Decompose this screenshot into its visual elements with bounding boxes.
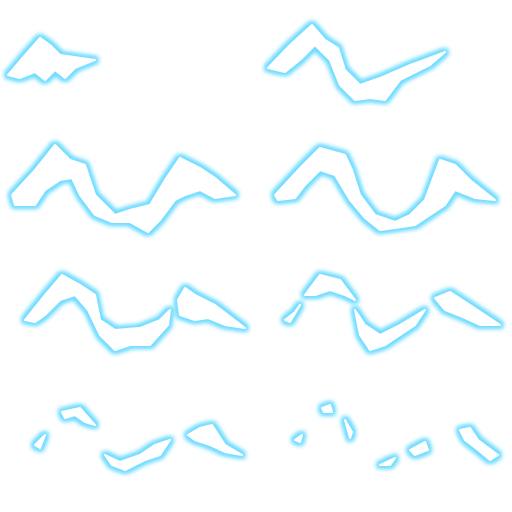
bolt (267, 24, 446, 101)
bolt (409, 441, 429, 456)
bolt (34, 434, 46, 449)
bolt (274, 147, 496, 231)
bolt (304, 274, 356, 301)
bolt (11, 144, 236, 233)
bolt (434, 291, 501, 326)
frame-4 (274, 147, 496, 231)
frame-6 (284, 274, 501, 351)
frame-3 (11, 144, 236, 233)
frame-8 (294, 404, 499, 466)
bolt (379, 457, 396, 466)
bolt (344, 419, 353, 439)
frame-2 (267, 24, 446, 101)
bolt (104, 439, 171, 471)
bolt (24, 274, 171, 351)
bolt (321, 404, 333, 413)
bolt (187, 424, 243, 456)
frame-5 (24, 274, 246, 351)
bolt (61, 407, 96, 426)
bolt (7, 37, 96, 81)
bolt (294, 434, 303, 443)
frames (7, 24, 501, 471)
bolt (459, 427, 499, 461)
bolt (284, 304, 301, 323)
bolt (354, 309, 426, 351)
frame-1 (7, 37, 96, 81)
bolt (177, 287, 246, 329)
frame-7 (34, 407, 243, 471)
